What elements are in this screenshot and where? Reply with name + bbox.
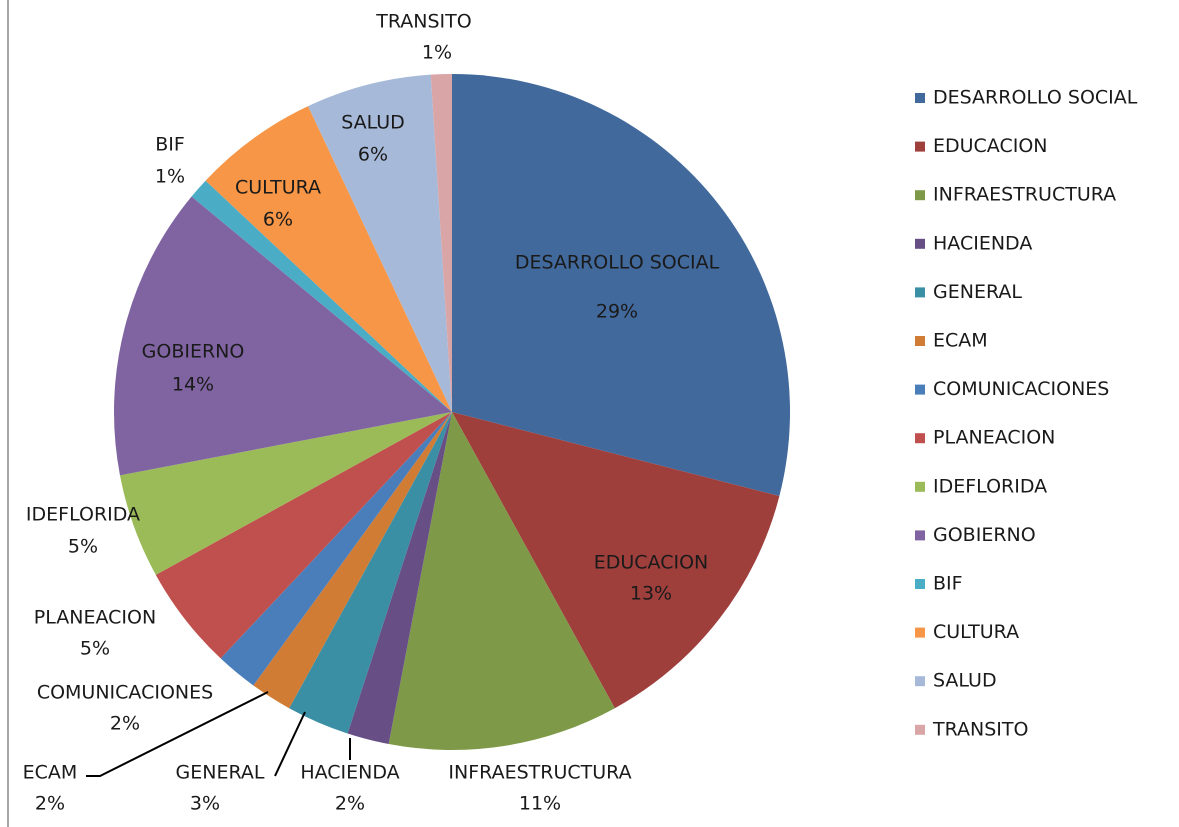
slice-value-label: 2% xyxy=(110,713,140,735)
pie-slice xyxy=(452,412,780,709)
pie-slice xyxy=(347,412,452,745)
pie-slice xyxy=(114,196,452,476)
slice-value-label: 29% xyxy=(596,301,638,323)
legend-label: ECAM xyxy=(933,330,988,352)
slice-label: IDEFLORIDA xyxy=(26,504,140,526)
pie-slice xyxy=(155,412,452,659)
legend-swatch xyxy=(915,433,925,444)
slice-value-label: 6% xyxy=(263,209,293,231)
slice-label: BIF xyxy=(155,134,185,156)
legend-swatch xyxy=(915,530,925,541)
legend-label: BIF xyxy=(933,573,963,595)
slice-label: INFRAESTRUCTURA xyxy=(448,762,631,784)
slice-label: HACIENDA xyxy=(300,762,399,784)
legend-label: SALUD xyxy=(933,670,997,692)
leader-line xyxy=(86,691,269,777)
legend-swatch xyxy=(915,287,925,298)
slice-value-label: 5% xyxy=(68,536,98,558)
slice-value-label: 11% xyxy=(519,793,561,815)
slice-label: GOBIERNO xyxy=(142,341,245,363)
legend-label: GOBIERNO xyxy=(933,524,1036,546)
legend-swatch xyxy=(915,481,925,492)
slice-value-label: 2% xyxy=(335,793,365,815)
slice-label: SALUD xyxy=(341,112,405,134)
legend-label: CULTURA xyxy=(933,621,1019,643)
legend-swatch xyxy=(915,336,925,346)
legend-swatch xyxy=(915,627,925,638)
slice-value-label: 5% xyxy=(80,638,110,660)
slice-label: COMUNICACIONES xyxy=(37,682,213,704)
legend-swatch xyxy=(915,579,925,589)
slice-label: DESARROLLO SOCIAL xyxy=(515,252,720,274)
legend-label: TRANSITO xyxy=(932,718,1028,740)
legend-swatch xyxy=(915,676,925,687)
pie-slice xyxy=(191,180,452,412)
legend-label: HACIENDA xyxy=(933,232,1032,254)
legend-label: INFRAESTRUCTURA xyxy=(933,184,1116,206)
slice-label: TRANSITO xyxy=(375,11,471,33)
pie-slice xyxy=(388,412,615,750)
legend-swatch xyxy=(915,141,925,152)
pie-slice xyxy=(220,412,452,686)
pie-slice xyxy=(253,412,452,709)
legend-swatch xyxy=(915,93,925,103)
legend-label: DESARROLLO SOCIAL xyxy=(933,87,1138,109)
pie-slice xyxy=(289,412,452,734)
slice-value-label: 13% xyxy=(630,583,672,605)
legend-swatch xyxy=(915,238,925,249)
pie-slice xyxy=(119,412,452,575)
pie-slice xyxy=(430,74,452,412)
slice-value-label: 1% xyxy=(422,42,452,64)
slice-label: EDUCACION xyxy=(594,552,709,574)
legend-swatch xyxy=(915,190,925,201)
legend-swatch xyxy=(915,724,925,735)
slice-label: CULTURA xyxy=(235,177,321,199)
legend-label: IDEFLORIDA xyxy=(933,475,1047,497)
leader-line xyxy=(274,711,306,777)
slice-value-label: 1% xyxy=(155,166,185,188)
legend-label: EDUCACION xyxy=(933,135,1048,157)
legend-label: PLANEACION xyxy=(933,427,1055,449)
pie-slice xyxy=(205,106,452,412)
slice-value-label: 6% xyxy=(358,144,388,166)
slice-label: GENERAL xyxy=(176,762,265,784)
legend-swatch xyxy=(915,384,925,395)
slice-value-label: 14% xyxy=(172,374,214,396)
pie-slice xyxy=(452,74,790,497)
slice-value-label: 2% xyxy=(35,793,65,815)
legend-label: GENERAL xyxy=(933,281,1022,303)
pie-slice xyxy=(308,74,452,413)
legend-label: COMUNICACIONES xyxy=(933,378,1109,400)
slice-label: ECAM xyxy=(23,762,78,784)
slice-value-label: 3% xyxy=(190,793,220,815)
slice-label: PLANEACION xyxy=(34,607,156,629)
